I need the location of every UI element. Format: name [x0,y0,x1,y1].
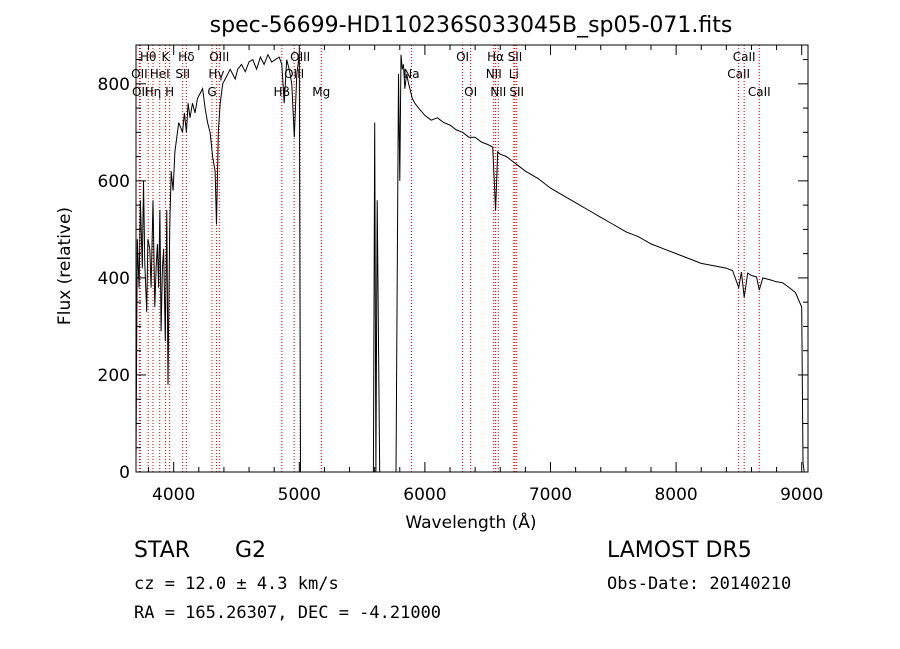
line-annotation-label: OI [456,50,469,64]
y-tick-label: 600 [98,172,130,192]
y-tick-label: 800 [98,75,130,95]
line-annotation-label: CaII [733,50,756,64]
y-tick-label: 0 [119,463,130,483]
line-annotation-label: SII [509,85,524,99]
object-class: STAR [134,538,191,563]
line-annotation-label: Hβ [273,85,290,99]
line-annotation-label: K [161,50,170,64]
line-annotation-label: OI [464,85,477,99]
x-tick-label: 6000 [403,485,446,505]
spectrum-line [135,53,805,473]
spectral-subclass: G2 [235,538,267,563]
line-annotation-label: NII [486,67,502,81]
line-annotation-label: Li [509,67,519,81]
line-annotation-label: NII [490,85,506,99]
y-axis: 0 200 400 600 800 [98,59,808,483]
line-annotation-label: CaII [748,85,771,99]
obs-date-text: Obs-Date: 20140210 [607,574,792,594]
line-annotation-label: Hγ [208,67,224,81]
line-annotation-label: H [165,85,174,99]
y-axis-label: Flux (relative) [55,207,75,325]
line-annotation-label: Hθ [140,50,156,64]
line-annotation-label: Na [403,67,419,81]
x-tick-label: 7000 [529,485,572,505]
line-markers [138,45,760,472]
line-annotation-label: OII [131,67,148,81]
line-annotation-label: HeI [150,67,170,81]
line-annotation-label: G [207,85,216,99]
line-annotation-label: SII [175,67,190,81]
chart-title: spec-56699-HD110236S033045B_sp05-071.fit… [210,13,733,38]
line-annotation-label: SII [508,50,523,64]
spectrum-plot: spec-56699-HD110236S033045B_sp05-071.fit… [55,13,823,533]
redshift-text: cz = 12.0 ± 4.3 km/s [134,574,339,594]
line-annotation-label: Hδ [178,50,194,64]
line-annotation-label: CaII [727,67,750,81]
line-annotation-label: Mg [312,85,330,99]
x-tick-label: 5000 [278,485,321,505]
survey-label: LAMOST DR5 [607,538,752,563]
coordinates-text: RA = 165.26307, DEC = -4.21000 [134,603,442,623]
x-axis: 4000 5000 6000 7000 8000 9000 [148,45,823,505]
line-annotation-label: OIII [209,50,229,64]
x-axis-label: Wavelength (Å) [405,511,536,533]
line-annotation-label: OII [132,85,149,99]
plot-frame [135,44,809,473]
line-annotation-label: OIII [290,50,310,64]
y-tick-label: 200 [98,366,130,386]
x-tick-label: 4000 [152,485,195,505]
x-tick-label: 9000 [780,485,823,505]
line-annotation-label: Hα [487,50,504,64]
line-annotation-label: Hη [145,85,162,99]
line-annotation-label: OIII [284,67,304,81]
y-tick-label: 400 [98,269,130,289]
x-tick-label: 8000 [654,485,697,505]
